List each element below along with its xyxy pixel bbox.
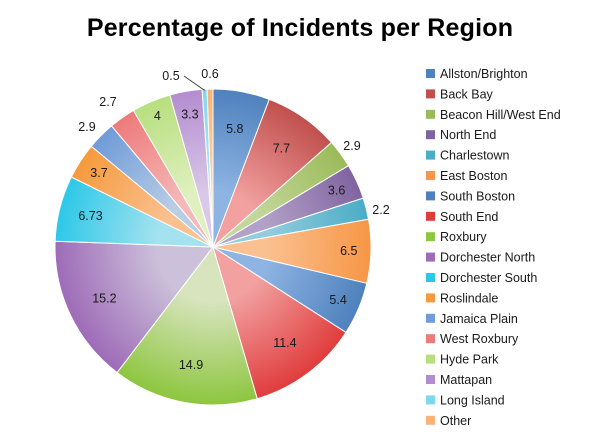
slice-label-other: 0.6 xyxy=(201,67,218,81)
legend-label-mattapan: Mattapan xyxy=(440,373,492,387)
legend-swatch-jamaica-plain xyxy=(426,313,435,323)
pie-slice-other xyxy=(206,88,214,248)
legend-label-beacon-hill-west-end: Beacon Hill/West End xyxy=(440,108,561,122)
legend-swatch-mattapan xyxy=(426,375,435,384)
legend-label-charlestown: Charlestown xyxy=(440,149,510,163)
slice-label-allston-brighton: 5.8 xyxy=(226,122,243,136)
slice-label-dorchester-south: 6.73 xyxy=(78,209,102,223)
slice-label-beacon-hill-west-end: 2.9 xyxy=(343,139,360,153)
legend-label-south-end: South End xyxy=(440,210,498,224)
legend-swatch-dorchester-north xyxy=(426,252,435,262)
slice-label-long-island: 0.5 xyxy=(162,69,179,83)
slice-label-hyde-park: 4 xyxy=(154,109,161,123)
slice-label-back-bay: 7.7 xyxy=(273,141,290,155)
legend-label-dorchester-south: Dorchester South xyxy=(440,271,537,285)
legend-swatch-allston-brighton xyxy=(426,69,435,78)
legend-swatch-roslindale xyxy=(426,293,435,303)
legend-swatch-beacon-hill-west-end xyxy=(426,109,435,119)
legend-label-roslindale: Roslindale xyxy=(440,291,498,305)
leader-line-long-island xyxy=(183,75,205,91)
pie-slice-roxbury xyxy=(116,245,258,406)
legend-swatch-long-island xyxy=(426,395,435,405)
legend-swatch-charlestown xyxy=(426,150,435,160)
slice-label-roxbury: 14.9 xyxy=(179,358,203,372)
slice-label-south-boston: 5.4 xyxy=(329,293,346,307)
legend-swatch-dorchester-south xyxy=(426,273,435,282)
legend-label-jamaica-plain: Jamaica Plain xyxy=(440,312,518,326)
slice-label-jamaica-plain: 2.9 xyxy=(78,120,95,134)
slice-label-south-end: 11.4 xyxy=(273,336,296,350)
pie-slices xyxy=(54,88,372,406)
legend-swatch-hyde-park xyxy=(426,354,435,364)
pie-slice-dorchester-north xyxy=(54,240,214,374)
legend-swatch-back-bay xyxy=(426,89,435,99)
legend-swatch-west-roxbury xyxy=(426,334,435,344)
legend-label-north-end: North End xyxy=(440,128,496,142)
legend-label-west-roxbury: West Roxbury xyxy=(440,332,519,346)
legend-label-east-boston: East Boston xyxy=(440,169,507,183)
legend-label-hyde-park: Hyde Park xyxy=(440,353,499,367)
slice-label-north-end: 3.6 xyxy=(328,184,345,198)
legend-swatch-east-boston xyxy=(426,171,435,180)
slice-label-charlestown: 2.2 xyxy=(372,203,389,217)
legend-label-back-bay: Back Bay xyxy=(440,87,494,101)
legend-swatch-south-boston xyxy=(426,191,435,201)
slice-label-west-roxbury: 2.7 xyxy=(99,95,116,109)
legend-swatch-roxbury xyxy=(426,232,435,242)
legend-swatch-other xyxy=(426,415,435,425)
legend-label-other: Other xyxy=(440,414,471,428)
legend-label-roxbury: Roxbury xyxy=(440,230,487,244)
slice-label-roslindale: 3.7 xyxy=(90,166,107,180)
legend-label-allston-brighton: Allston/Brighton xyxy=(440,67,528,81)
slice-labels: 5.8 7.7 2.9 3.6 2.2 6.5 5.4 11.4 14.9 15.2 6.73 3.7… xyxy=(78,67,389,372)
legend-label-dorchester-north: Dorchester North xyxy=(440,251,535,265)
chart-title: Percentage of Incidents per Region xyxy=(86,14,514,42)
legend-swatch-south-end xyxy=(426,211,435,221)
slice-label-dorchester-north: 15.2 xyxy=(92,291,116,305)
legend: Allston/Brighton Back Bay Beacon Hill/West… xyxy=(426,67,561,428)
legend-swatch-north-end xyxy=(426,130,435,140)
legend-label-south-boston: South Boston xyxy=(440,189,515,203)
slice-label-east-boston: 6.5 xyxy=(340,244,357,258)
slice-label-mattapan: 3.3 xyxy=(181,108,198,122)
legend-label-long-island: Long Island xyxy=(440,393,505,407)
